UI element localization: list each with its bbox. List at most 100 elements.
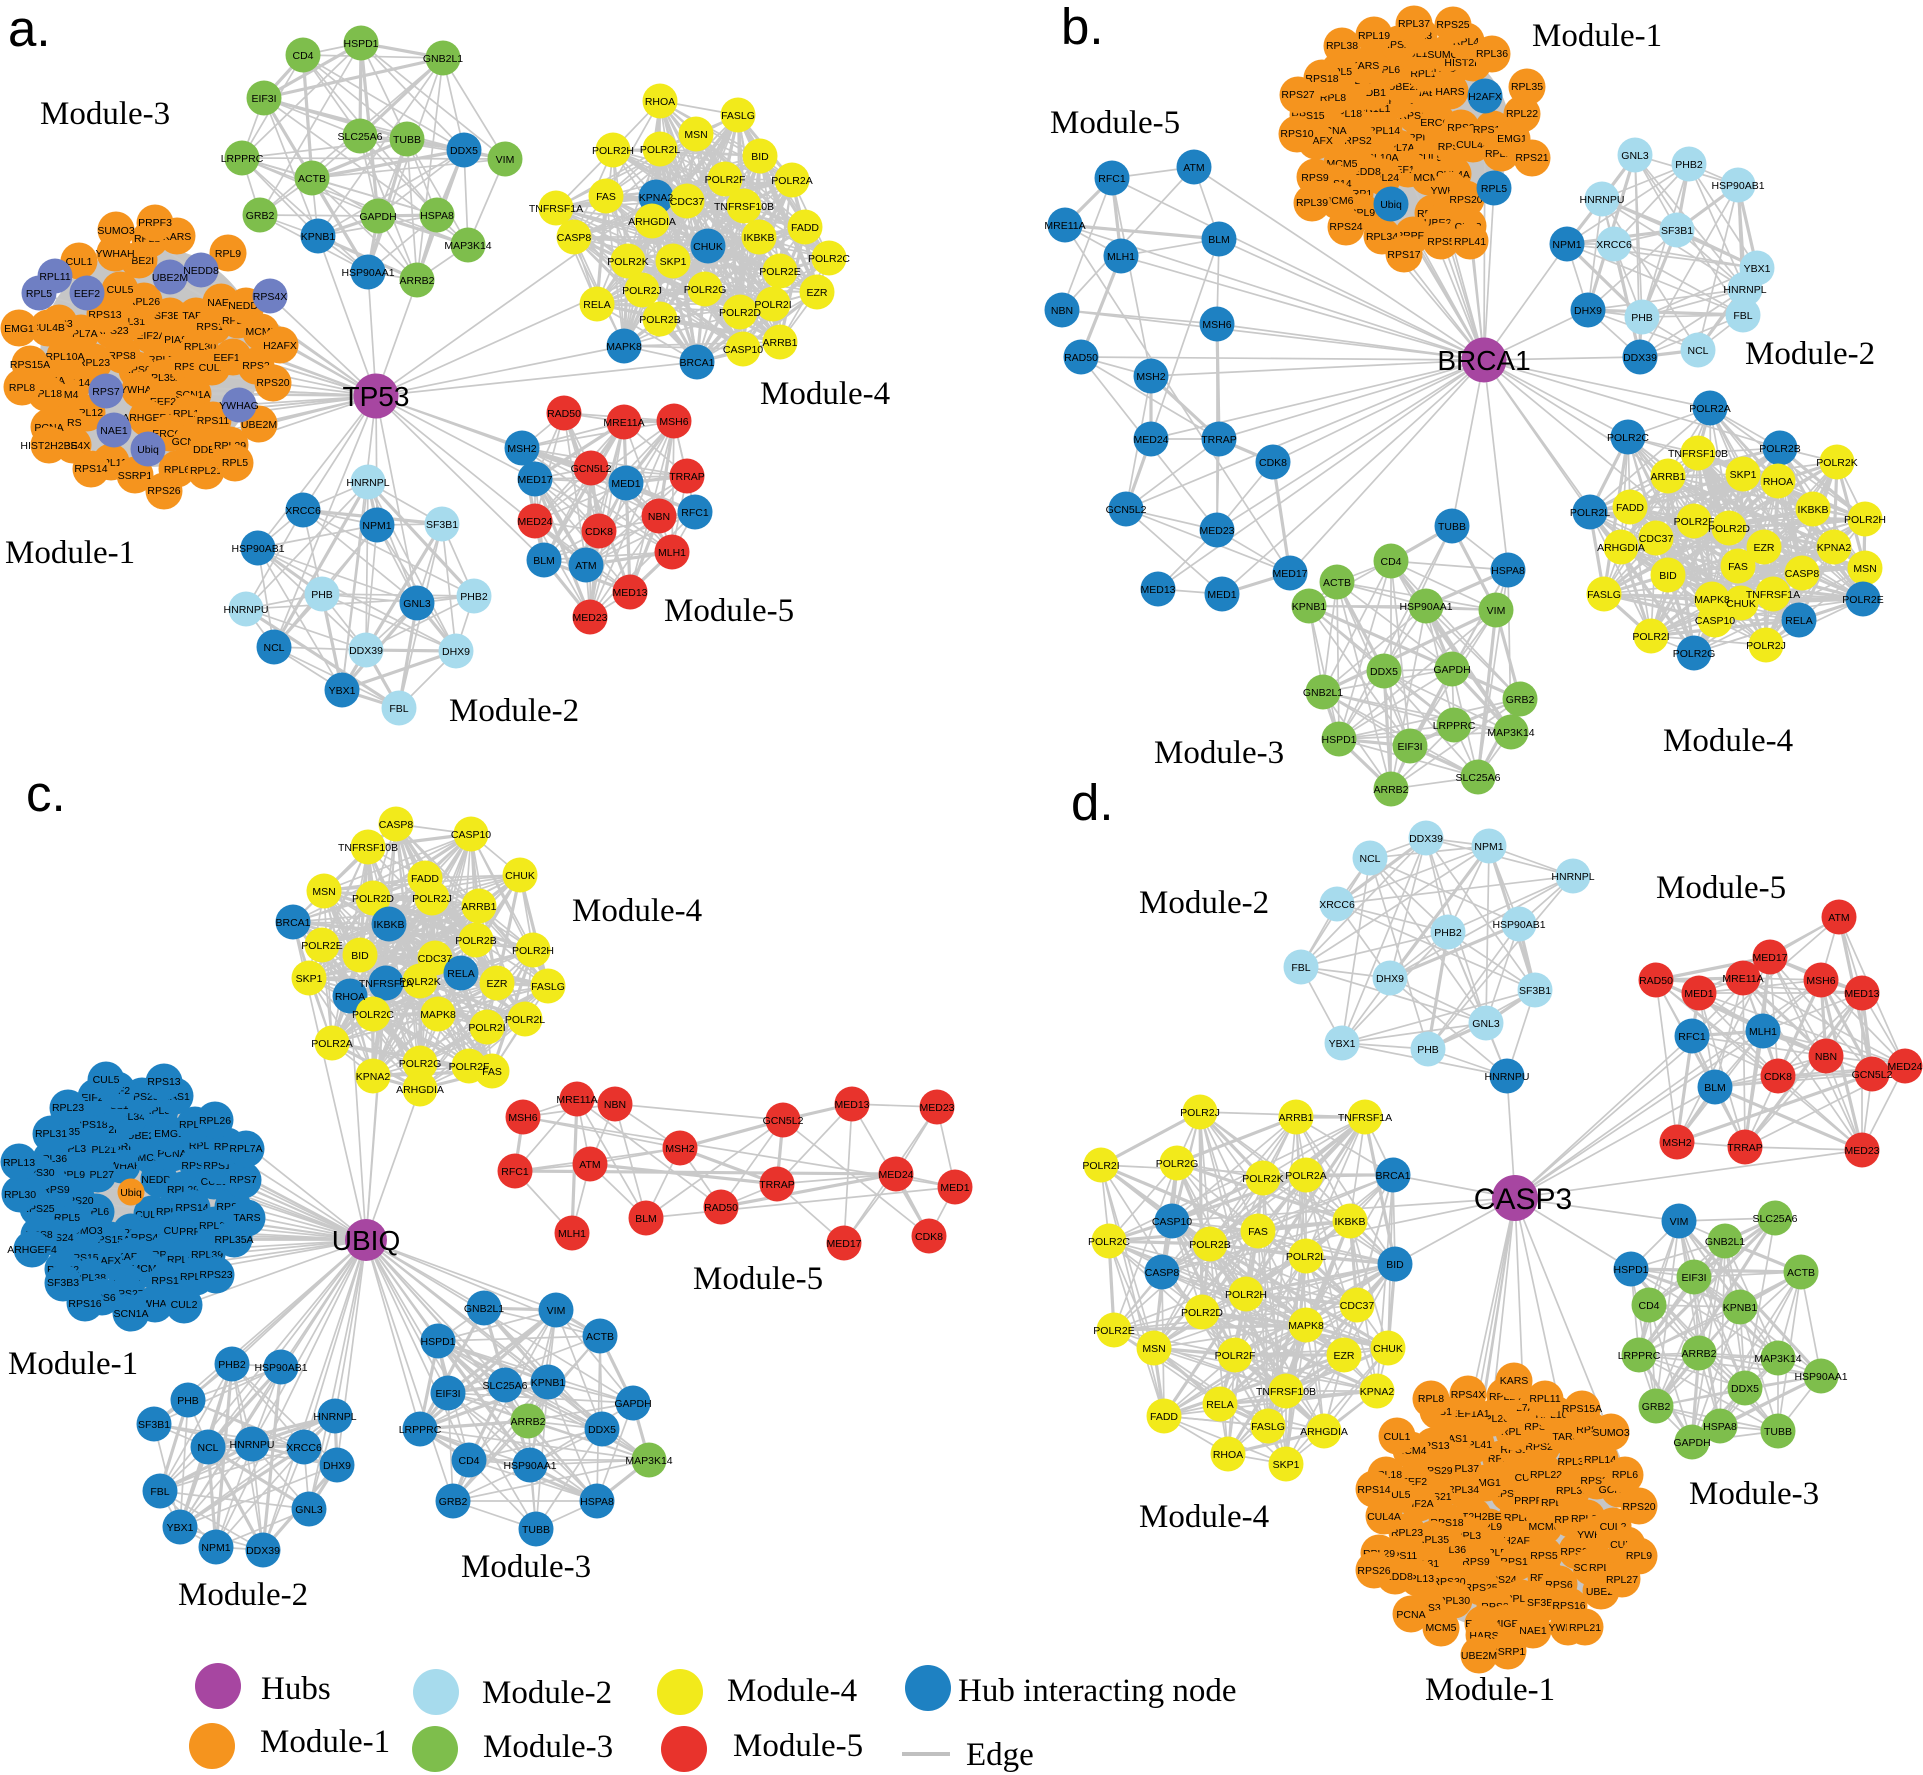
svg-text:RELA: RELA <box>1785 615 1812 627</box>
svg-text:CDK8: CDK8 <box>585 526 613 538</box>
svg-text:Ubiq: Ubiq <box>120 1187 142 1199</box>
svg-text:MED23: MED23 <box>1199 525 1234 537</box>
svg-text:RPS20: RPS20 <box>256 377 289 389</box>
svg-text:GCN5L2: GCN5L2 <box>1106 504 1147 516</box>
svg-text:MSN: MSN <box>684 129 707 141</box>
svg-text:POLR2E: POLR2E <box>759 266 800 278</box>
svg-text:HNRNPL: HNRNPL <box>1551 871 1594 883</box>
svg-text:TRRAP: TRRAP <box>669 471 705 483</box>
svg-text:POLR2C: POLR2C <box>1088 1236 1130 1248</box>
svg-text:Module-5: Module-5 <box>1656 870 1786 906</box>
svg-text:RPS2: RPS2 <box>1344 135 1372 147</box>
svg-text:SSRP1: SSRP1 <box>1491 1646 1526 1658</box>
svg-text:POLR2F: POLR2F <box>705 174 746 186</box>
svg-text:POLR2I: POLR2I <box>468 1022 505 1034</box>
svg-text:PHB: PHB <box>1417 1044 1439 1056</box>
svg-text:CUL2: CUL2 <box>171 1299 198 1311</box>
svg-text:EMG1: EMG1 <box>1497 133 1527 145</box>
svg-text:BRCA1: BRCA1 <box>1375 1170 1410 1182</box>
svg-text:DDX39: DDX39 <box>246 1545 280 1557</box>
svg-text:GNL3: GNL3 <box>1472 1018 1500 1030</box>
svg-text:HNRNPL: HNRNPL <box>346 477 389 489</box>
svg-text:SKP1: SKP1 <box>296 973 323 985</box>
svg-text:XRCC6: XRCC6 <box>286 1442 322 1454</box>
svg-text:EIF3I: EIF3I <box>435 1388 460 1400</box>
svg-text:POLR2J: POLR2J <box>412 893 452 905</box>
svg-text:Module-1: Module-1 <box>1425 1672 1555 1708</box>
svg-text:RPS25: RPS25 <box>1436 19 1469 31</box>
svg-text:CHUK: CHUK <box>693 241 723 253</box>
svg-text:KPNB1: KPNB1 <box>301 231 336 243</box>
svg-text:RPS26: RPS26 <box>147 485 180 497</box>
svg-text:RPS15A: RPS15A <box>1562 1403 1602 1415</box>
svg-text:MAP3K14: MAP3K14 <box>625 1455 672 1467</box>
svg-text:HSP90AB1: HSP90AB1 <box>231 543 284 555</box>
svg-text:VIM: VIM <box>496 154 515 166</box>
svg-text:FASLG: FASLG <box>531 981 565 993</box>
svg-text:KPNA2: KPNA2 <box>639 192 674 204</box>
svg-text:FBL: FBL <box>150 1486 169 1498</box>
svg-text:RFC1: RFC1 <box>501 1166 529 1178</box>
svg-text:HNRNPU: HNRNPU <box>1580 194 1625 206</box>
svg-text:RAD50: RAD50 <box>1064 352 1098 364</box>
svg-text:YBX1: YBX1 <box>329 685 356 697</box>
svg-text:POLR2K: POLR2K <box>1816 457 1857 469</box>
svg-text:POLR2L: POLR2L <box>505 1014 545 1026</box>
svg-text:POLR2F: POLR2F <box>1674 516 1715 528</box>
svg-text:HSPD1: HSPD1 <box>1321 734 1356 746</box>
svg-text:RPL5: RPL5 <box>222 457 248 469</box>
svg-text:ARRB2: ARRB2 <box>1373 784 1408 796</box>
svg-text:CHUK: CHUK <box>1726 598 1756 610</box>
svg-text:NBN: NBN <box>1051 305 1073 317</box>
svg-text:RPS24: RPS24 <box>1329 221 1362 233</box>
svg-text:CDK8: CDK8 <box>1764 1071 1792 1083</box>
svg-text:HSPD1: HSPD1 <box>1613 1264 1648 1276</box>
svg-text:Module-2: Module-2 <box>482 1675 612 1711</box>
svg-text:RPL9: RPL9 <box>1626 1550 1652 1562</box>
svg-text:MED24: MED24 <box>878 1169 913 1181</box>
svg-text:NCL: NCL <box>1359 853 1380 865</box>
svg-text:MSN: MSN <box>312 886 335 898</box>
svg-text:GNB2L1: GNB2L1 <box>423 53 463 65</box>
svg-text:Module-1: Module-1 <box>260 1724 390 1760</box>
svg-text:POLR2I: POLR2I <box>1632 631 1669 643</box>
svg-text:RHOA: RHOA <box>1213 1449 1243 1461</box>
svg-text:EEF1A1: EEF1A1 <box>1450 1408 1489 1420</box>
svg-text:TNFRSF10B: TNFRSF10B <box>1256 1386 1316 1398</box>
svg-text:EZR: EZR <box>1754 542 1775 554</box>
svg-text:RPS8: RPS8 <box>108 350 136 362</box>
svg-text:H2AFX: H2AFX <box>1503 1535 1537 1547</box>
svg-text:SKP1: SKP1 <box>660 256 687 268</box>
svg-text:POLR2K: POLR2K <box>1242 1173 1283 1185</box>
svg-text:RPL14: RPL14 <box>1584 1454 1616 1466</box>
svg-text:MLH1: MLH1 <box>1107 251 1135 263</box>
svg-text:TARS: TARS <box>233 1212 260 1224</box>
svg-text:ARRB2: ARRB2 <box>1681 1348 1716 1360</box>
svg-text:DDX39: DDX39 <box>1623 352 1657 364</box>
svg-text:POLR2B: POLR2B <box>455 935 496 947</box>
svg-text:DHX9: DHX9 <box>323 1460 351 1472</box>
svg-text:HSP90AA1: HSP90AA1 <box>341 267 394 279</box>
svg-text:UBIQ: UBIQ <box>332 1225 400 1256</box>
svg-text:RPL37: RPL37 <box>1398 18 1430 30</box>
svg-text:b.: b. <box>1061 0 1104 55</box>
svg-text:NCL: NCL <box>263 642 284 654</box>
svg-text:RAD50: RAD50 <box>1639 975 1673 987</box>
svg-text:XRCC6: XRCC6 <box>285 505 321 517</box>
svg-text:ARRB1: ARRB1 <box>461 901 496 913</box>
svg-text:RPL6: RPL6 <box>164 464 190 476</box>
svg-text:POLR2G: POLR2G <box>399 1058 442 1070</box>
svg-text:ARRB1: ARRB1 <box>762 337 797 349</box>
svg-text:POLR2K: POLR2K <box>607 256 648 268</box>
svg-text:EIF3I: EIF3I <box>1681 1272 1706 1284</box>
svg-text:POLR2C: POLR2C <box>808 253 850 265</box>
svg-text:FADD: FADD <box>1616 502 1644 514</box>
svg-text:MSH2: MSH2 <box>665 1143 694 1155</box>
svg-text:POLR2G: POLR2G <box>1673 648 1716 660</box>
svg-text:RPS26: RPS26 <box>1357 1565 1390 1577</box>
svg-text:MSN: MSN <box>1853 563 1876 575</box>
svg-text:CDK8: CDK8 <box>1259 457 1287 469</box>
svg-text:Module-1: Module-1 <box>1532 18 1662 54</box>
svg-text:ACTB: ACTB <box>298 173 326 185</box>
svg-text:MED17: MED17 <box>1272 568 1307 580</box>
